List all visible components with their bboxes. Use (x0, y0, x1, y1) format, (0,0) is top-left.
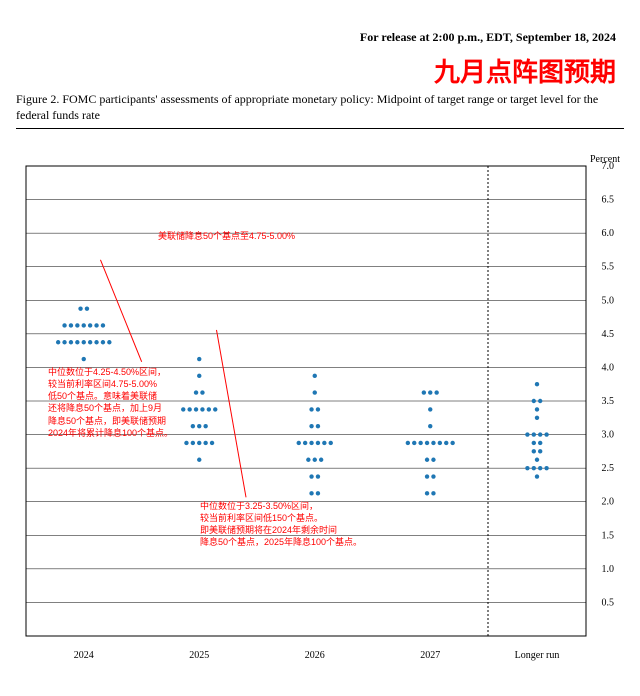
annotation-2024-median: 中位数位于4.25-4.50%区间， 较当前利率区间4.75-5.00% 低50… (48, 366, 173, 439)
svg-text:4.5: 4.5 (602, 329, 615, 340)
svg-text:1.5: 1.5 (602, 530, 615, 541)
figure-caption: Figure 2. FOMC participants' assessments… (16, 92, 624, 123)
svg-text:2024: 2024 (74, 650, 94, 661)
svg-text:Longer run: Longer run (515, 650, 560, 661)
svg-text:0.5: 0.5 (602, 597, 615, 608)
overlay-title: 九月点阵图预期 (434, 52, 616, 89)
svg-text:5.0: 5.0 (602, 295, 615, 306)
release-line: For release at 2:00 p.m., EDT, September… (360, 30, 616, 45)
svg-text:4.0: 4.0 (602, 362, 615, 373)
svg-text:3.5: 3.5 (602, 396, 615, 407)
svg-text:2025: 2025 (189, 650, 209, 661)
svg-text:3.0: 3.0 (602, 430, 615, 441)
divider-line (16, 128, 624, 129)
svg-text:7.0: 7.0 (602, 161, 615, 172)
svg-text:2.0: 2.0 (602, 497, 615, 508)
svg-text:6.5: 6.5 (602, 195, 615, 206)
svg-text:2026: 2026 (305, 650, 325, 661)
svg-text:2027: 2027 (420, 650, 440, 661)
svg-text:2.5: 2.5 (602, 463, 615, 474)
svg-text:5.5: 5.5 (602, 262, 615, 273)
svg-text:6.0: 6.0 (602, 228, 615, 239)
annotation-50bp-cut: 美联储降息50个基点至4.75-5.00% (158, 230, 295, 242)
svg-text:1.0: 1.0 (602, 564, 615, 575)
annotation-2025-median: 中位数位于3.25-3.50%区间， 较当前利率区间低150个基点。 即美联储预… (200, 500, 362, 549)
